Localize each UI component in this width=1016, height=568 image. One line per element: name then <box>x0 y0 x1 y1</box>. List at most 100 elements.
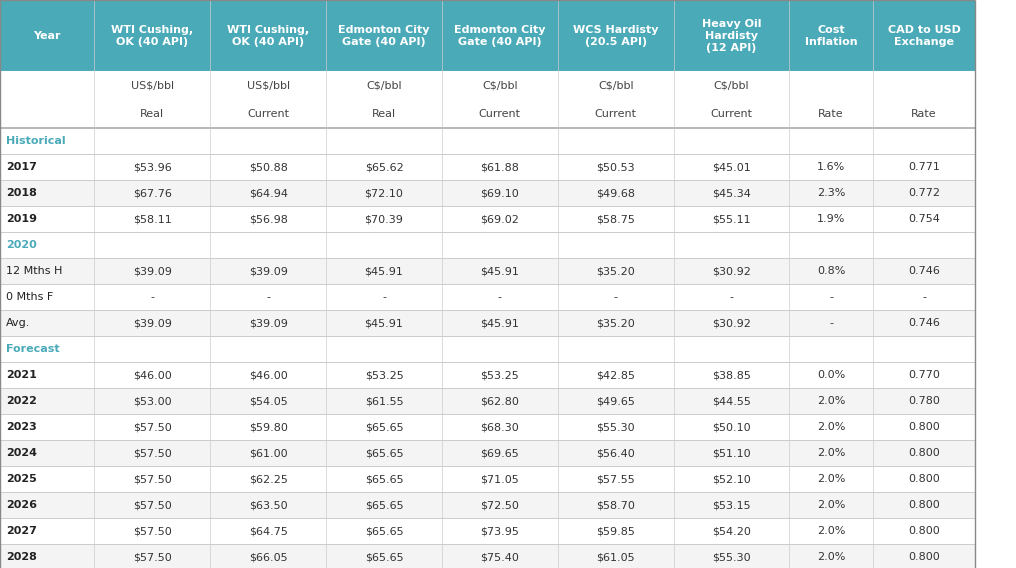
Bar <box>326 0 442 72</box>
Text: $51.10: $51.10 <box>712 448 751 458</box>
Bar <box>442 100 558 128</box>
Text: -: - <box>829 318 833 328</box>
Text: 0.800: 0.800 <box>908 500 940 510</box>
Text: -: - <box>266 292 270 302</box>
Text: $62.80: $62.80 <box>481 396 519 406</box>
Bar <box>0 388 975 414</box>
Text: 2021: 2021 <box>6 370 37 380</box>
Text: -: - <box>498 292 502 302</box>
Text: $58.70: $58.70 <box>596 500 635 510</box>
Text: $65.65: $65.65 <box>365 422 403 432</box>
Text: 2028: 2028 <box>6 552 37 562</box>
Text: 2026: 2026 <box>6 500 37 510</box>
Bar <box>789 0 873 72</box>
Text: $49.68: $49.68 <box>596 188 635 198</box>
Text: $56.98: $56.98 <box>249 214 288 224</box>
Text: 2027: 2027 <box>6 526 37 536</box>
Text: $68.30: $68.30 <box>481 422 519 432</box>
Text: 0.800: 0.800 <box>908 526 940 536</box>
Bar <box>0 258 975 284</box>
Text: $58.11: $58.11 <box>133 214 172 224</box>
Bar <box>0 518 975 544</box>
Bar <box>0 100 94 128</box>
Text: C$/bbl: C$/bbl <box>482 81 518 91</box>
Text: $45.91: $45.91 <box>481 266 519 276</box>
Text: Year: Year <box>34 31 61 41</box>
Text: 2.0%: 2.0% <box>817 500 845 510</box>
Bar <box>873 100 975 128</box>
Bar <box>0 440 975 466</box>
Text: 0.0%: 0.0% <box>817 370 845 380</box>
Bar <box>873 0 975 72</box>
Text: Current: Current <box>594 109 637 119</box>
Text: $42.85: $42.85 <box>596 370 635 380</box>
Text: 0.800: 0.800 <box>908 552 940 562</box>
Text: 0.770: 0.770 <box>908 370 940 380</box>
Text: Real: Real <box>372 109 396 119</box>
Text: 2.0%: 2.0% <box>817 474 845 484</box>
Bar <box>0 492 975 518</box>
Text: 0.8%: 0.8% <box>817 266 845 276</box>
Text: $63.50: $63.50 <box>249 500 288 510</box>
Bar <box>674 100 789 128</box>
Text: $44.55: $44.55 <box>712 396 751 406</box>
Bar <box>94 100 210 128</box>
Text: $62.25: $62.25 <box>249 474 288 484</box>
Text: 0.780: 0.780 <box>908 396 940 406</box>
Text: $69.65: $69.65 <box>481 448 519 458</box>
Text: 2.0%: 2.0% <box>817 448 845 458</box>
Text: Rate: Rate <box>818 109 844 119</box>
Text: US$/bbl: US$/bbl <box>131 81 174 91</box>
Bar <box>0 336 975 362</box>
Text: $53.25: $53.25 <box>481 370 519 380</box>
Text: 1.6%: 1.6% <box>817 162 845 172</box>
Text: -: - <box>829 292 833 302</box>
Text: $75.40: $75.40 <box>481 552 519 562</box>
Text: $39.09: $39.09 <box>133 266 172 276</box>
Text: $59.80: $59.80 <box>249 422 288 432</box>
Text: $55.30: $55.30 <box>712 552 751 562</box>
Bar <box>442 0 558 72</box>
Bar <box>326 100 442 128</box>
Text: Current: Current <box>479 109 521 119</box>
Text: $53.15: $53.15 <box>712 500 751 510</box>
Bar <box>0 206 975 232</box>
Text: $67.76: $67.76 <box>133 188 172 198</box>
Text: $65.65: $65.65 <box>365 474 403 484</box>
Text: Historical: Historical <box>6 136 66 146</box>
Text: $57.50: $57.50 <box>133 552 172 562</box>
Text: 2.0%: 2.0% <box>817 422 845 432</box>
Bar <box>0 180 975 206</box>
Text: $49.65: $49.65 <box>596 396 635 406</box>
Bar <box>873 72 975 100</box>
Text: -: - <box>150 292 154 302</box>
Text: $66.05: $66.05 <box>249 552 288 562</box>
Text: US$/bbl: US$/bbl <box>247 81 290 91</box>
Text: $45.01: $45.01 <box>712 162 751 172</box>
Text: $57.50: $57.50 <box>133 422 172 432</box>
Text: 2019: 2019 <box>6 214 37 224</box>
Text: 2018: 2018 <box>6 188 37 198</box>
Text: 2.0%: 2.0% <box>817 526 845 536</box>
Text: $65.65: $65.65 <box>365 526 403 536</box>
Text: 2.0%: 2.0% <box>817 552 845 562</box>
Text: $65.65: $65.65 <box>365 500 403 510</box>
Bar <box>210 100 326 128</box>
Bar <box>558 100 674 128</box>
Text: Current: Current <box>710 109 753 119</box>
Text: $50.88: $50.88 <box>249 162 288 172</box>
Text: $45.91: $45.91 <box>365 266 403 276</box>
Bar <box>0 0 94 72</box>
Bar <box>0 414 975 440</box>
Text: -: - <box>729 292 734 302</box>
Text: $61.00: $61.00 <box>249 448 288 458</box>
Bar <box>0 284 975 310</box>
Text: 2022: 2022 <box>6 396 37 406</box>
Text: $69.10: $69.10 <box>481 188 519 198</box>
Text: 0.800: 0.800 <box>908 474 940 484</box>
Text: Heavy Oil
Hardisty
(12 API): Heavy Oil Hardisty (12 API) <box>702 19 761 53</box>
Text: Cost
Inflation: Cost Inflation <box>805 25 858 47</box>
Text: $53.00: $53.00 <box>133 396 172 406</box>
Text: $54.05: $54.05 <box>249 396 288 406</box>
Bar <box>0 362 975 388</box>
